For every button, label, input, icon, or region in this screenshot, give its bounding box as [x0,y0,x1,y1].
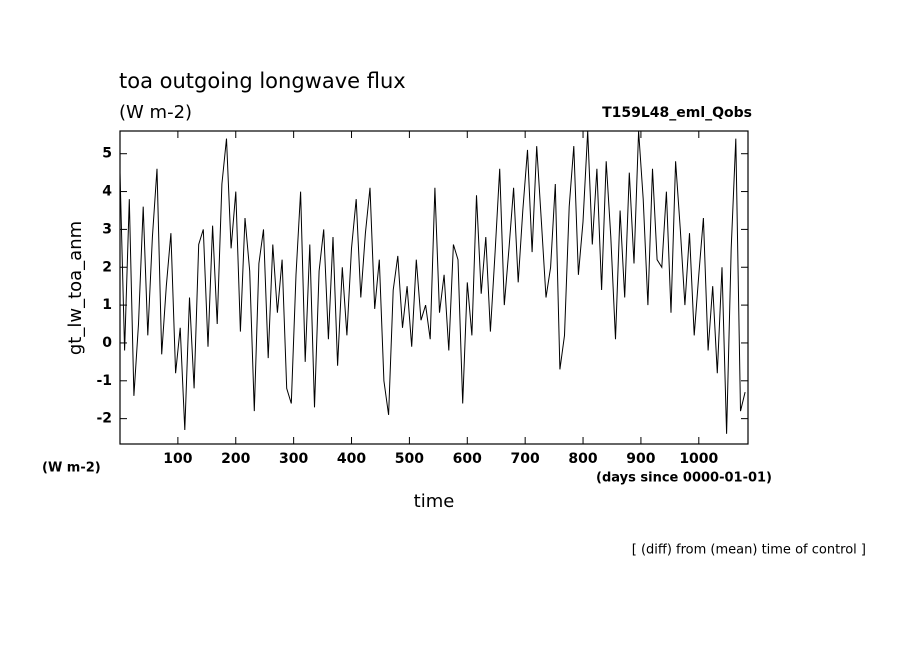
x-tick-label: 500 [395,451,424,467]
x-tick-label: 400 [337,451,366,467]
y-tick-label: 2 [102,259,112,275]
y-tick-label: 3 [102,221,112,237]
x-tick-label: 200 [221,451,250,467]
x-tick-label: 700 [511,451,540,467]
plot-frame [119,130,749,445]
x-tick-label: 1000 [679,451,718,467]
x-tick-label: 800 [568,451,597,467]
subtitle: (W m-2) [119,102,192,123]
note: [ (diff) from (mean) time of control ] [632,543,866,558]
x-tick-label: 600 [453,451,482,467]
x-unit: (days since 0000-01-01) [596,471,772,486]
x-axis-label: time [414,491,455,512]
y-axis-label: gt_lw_toa_anm [65,221,86,355]
run-label: T159L48_eml_Qobs [602,105,752,121]
y-tick-label: 5 [102,146,112,162]
y-tick-label: 4 [102,184,112,200]
chart-title: toa outgoing longwave flux [119,69,406,93]
y-tick-label: -2 [96,411,112,427]
y-tick-label: 0 [102,335,112,351]
series-line [119,130,746,434]
y-tick-label: 1 [102,297,112,313]
y-tick-label: -1 [96,373,112,389]
y-unit: (W m-2) [42,461,101,476]
x-tick-label: 100 [163,451,192,467]
x-tick-label: 900 [626,451,655,467]
x-tick-label: 300 [279,451,308,467]
